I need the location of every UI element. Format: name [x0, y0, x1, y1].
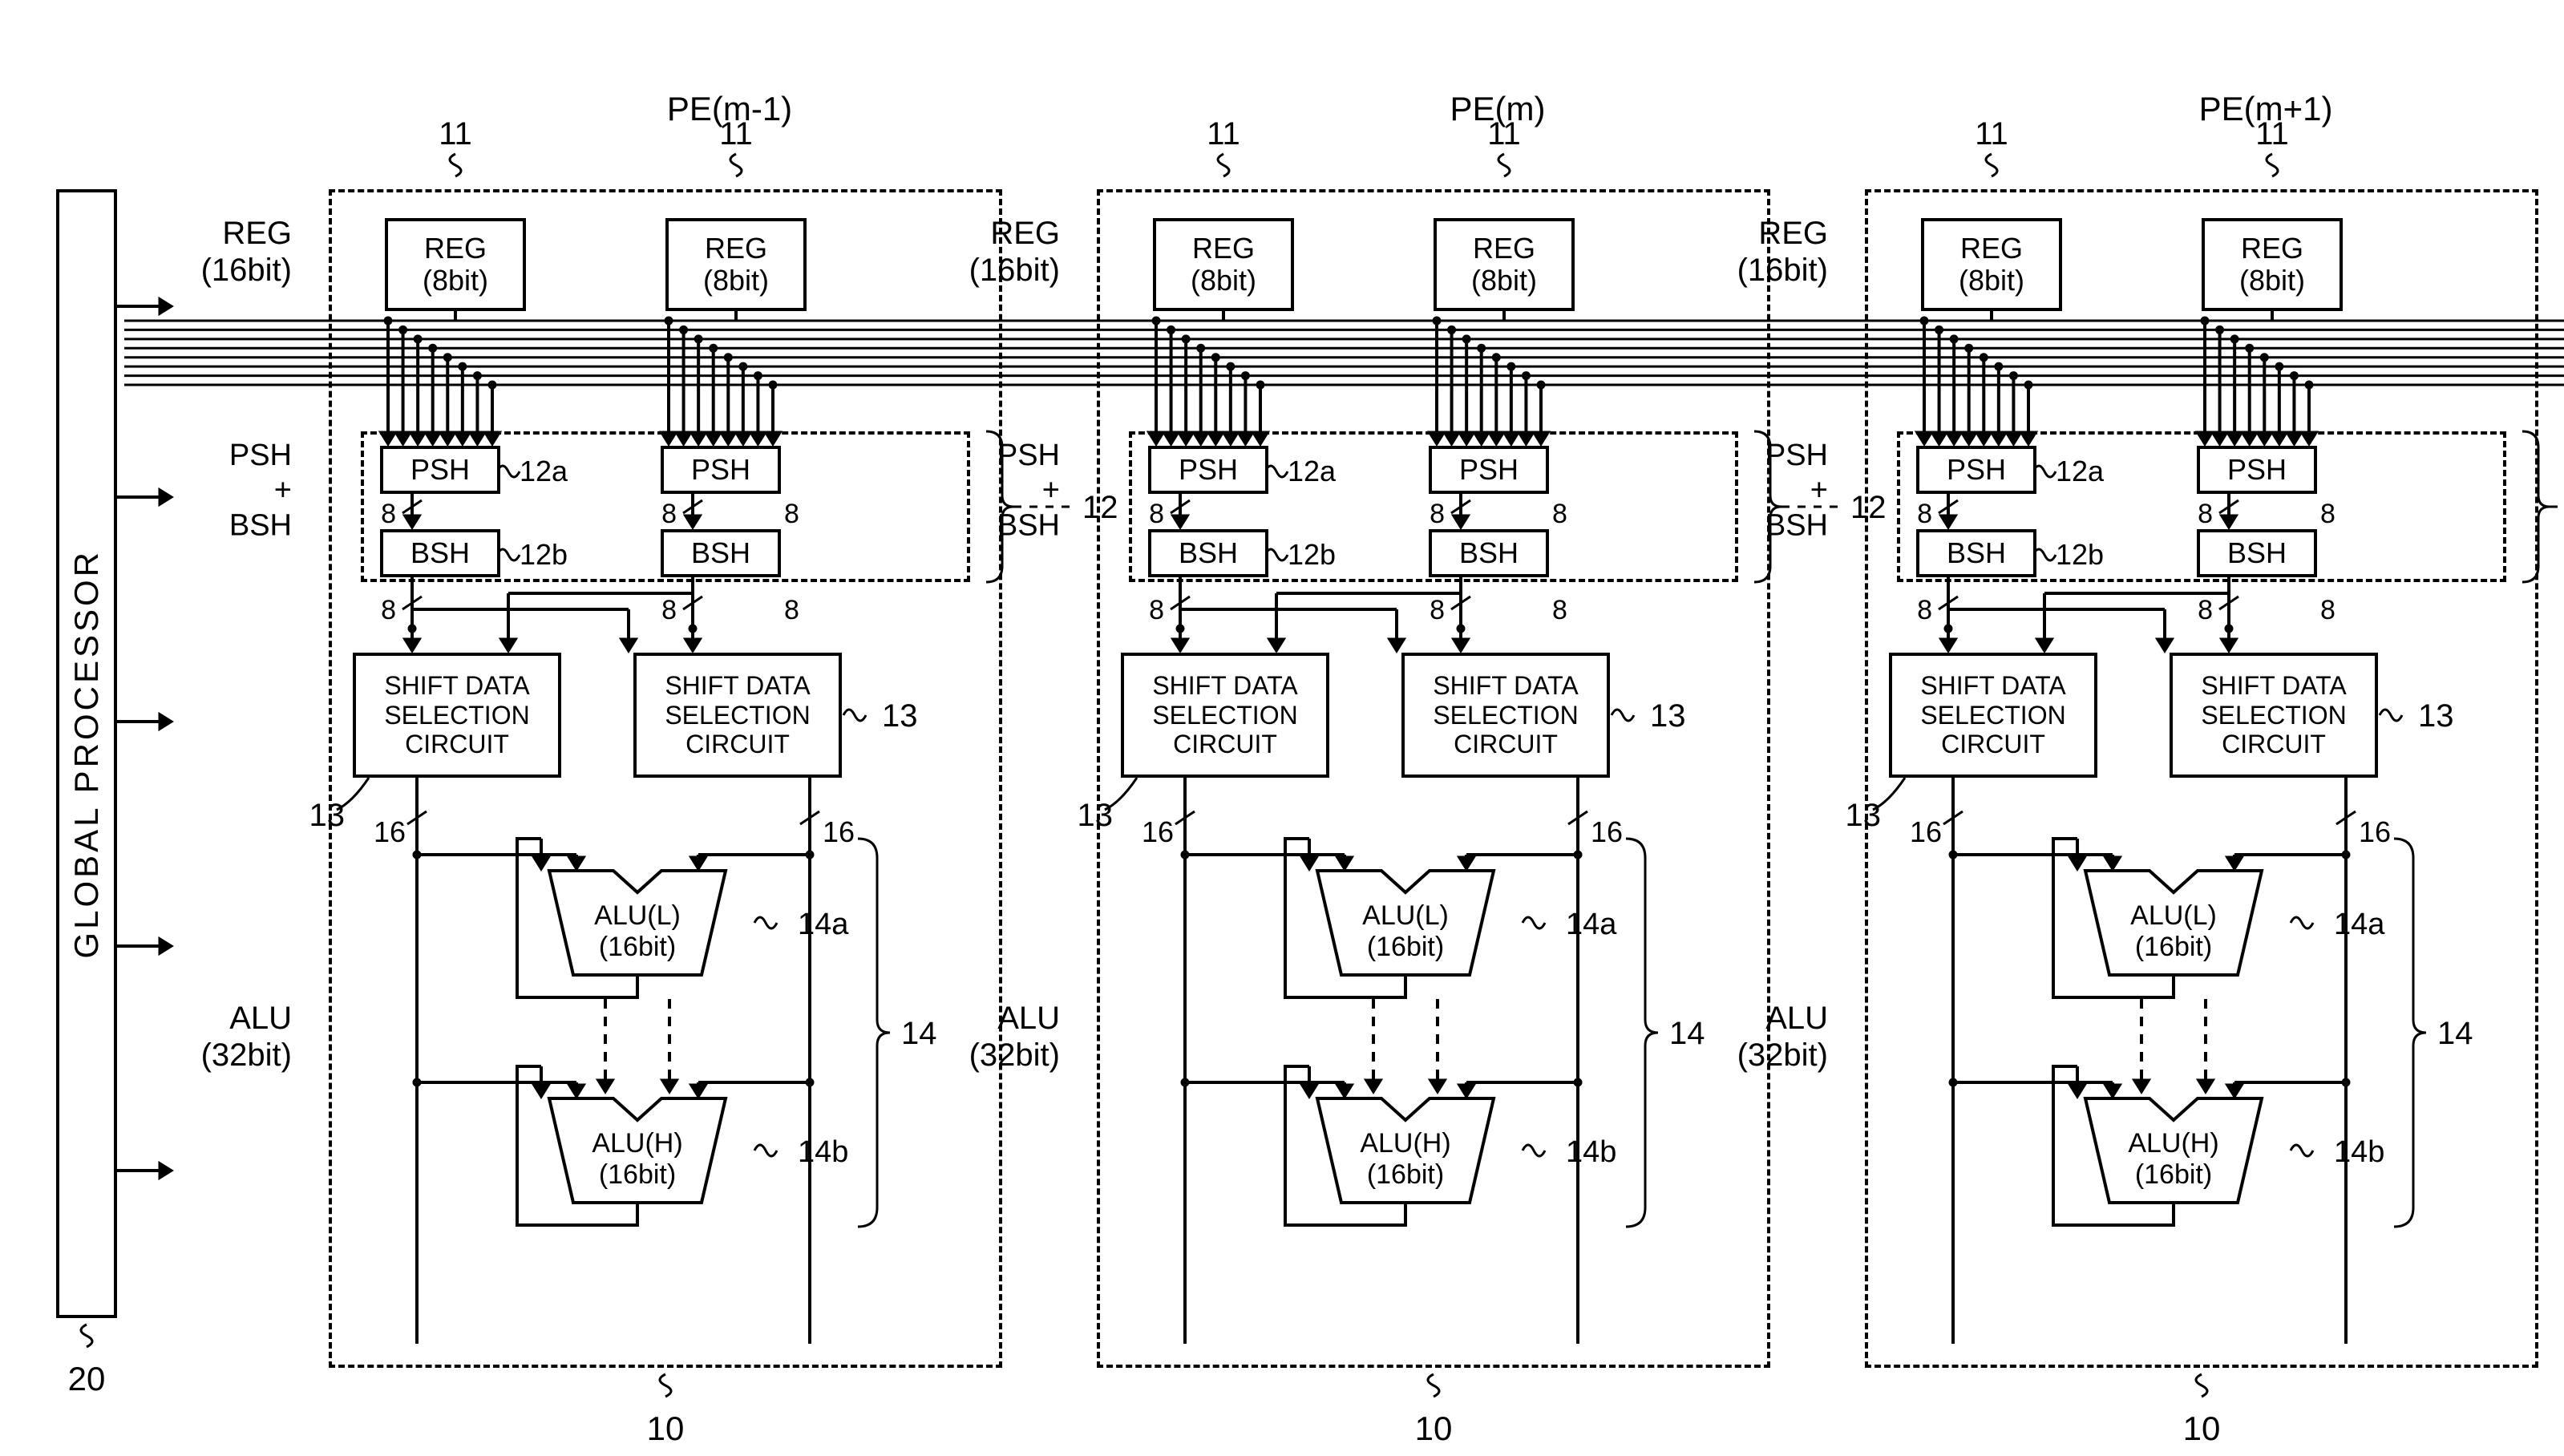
- diagram-element: [2104, 856, 2122, 871]
- psh-box: PSH: [2197, 446, 2317, 494]
- diagram-element: [2220, 638, 2238, 653]
- diagram-element: [2226, 856, 2244, 871]
- diagram-element: 10: [2183, 1409, 2221, 1447]
- diagram-element: 16: [2359, 815, 2391, 848]
- shift-data-selection-circuit: SHIFT DATASELECTIONCIRCUIT: [2170, 653, 2378, 778]
- diagram-element: [2522, 431, 2550, 582]
- diagram-element: [1949, 851, 1957, 859]
- diagram-element: [1986, 154, 1997, 176]
- diagram-element: ALU: [1765, 1001, 1828, 1036]
- diagram-element: (32bit): [1737, 1037, 1828, 1073]
- diagram-element: 11: [2255, 116, 2289, 152]
- diagram-element: [2156, 638, 2174, 653]
- diagram-element: 14: [2437, 1016, 2473, 1051]
- diagram-element: [1948, 609, 2165, 629]
- bsh-box: BSH: [2197, 529, 2317, 577]
- shift-data-selection-circuit: SHIFT DATASELECTIONCIRCUIT: [1889, 653, 2097, 778]
- diagram-element: PSH: [1765, 439, 1828, 472]
- diagram-element: [2226, 1084, 2244, 1098]
- reg-8bit: REG(8bit): [2202, 218, 2343, 311]
- diagram-element: [2069, 1084, 2087, 1098]
- diagram-element: [1939, 638, 1958, 653]
- diagram-element: 14a: [2334, 908, 2385, 941]
- diagram-element: (16bit): [2135, 932, 2212, 962]
- diagram-element: [2069, 856, 2087, 871]
- diagram-element: [2225, 625, 2233, 633]
- diagram-element: 14b: [2334, 1135, 2384, 1169]
- diagram-element: [2380, 710, 2402, 721]
- diagram-element: 8: [2198, 595, 2213, 625]
- reg-8bit: REG(8bit): [1921, 218, 2062, 311]
- diagram-element: ALU(H): [2128, 1128, 2218, 1159]
- diagram-element: [2104, 1084, 2122, 1098]
- diagram-element: [2036, 638, 2054, 653]
- diagram-element: [2197, 1079, 2215, 1094]
- diagram-element: [1944, 625, 1952, 633]
- diagram-element: (16bit): [1737, 253, 1828, 288]
- diagram-element: [1949, 1078, 1957, 1086]
- diagram-element: [2342, 851, 2350, 859]
- diagram-element: REG: [1758, 216, 1828, 251]
- diagram-element: [2291, 1145, 2313, 1156]
- diagram-element: 8: [1917, 595, 1932, 625]
- diagram-element: (16bit): [2135, 1159, 2212, 1190]
- diagram-element: +: [1810, 474, 1828, 508]
- diagram-element: [2133, 1079, 2151, 1094]
- diagram-element: [2394, 839, 2426, 1227]
- diagram-element: BSH: [1765, 508, 1828, 542]
- diagram-element: 13: [1846, 798, 1882, 833]
- diagram-element: 13: [2418, 698, 2454, 734]
- diagram-element: 16: [1910, 815, 1942, 848]
- diagram-element: ALU(L): [2130, 900, 2217, 931]
- diagram-element: 11: [1975, 116, 2008, 152]
- bsh-box: BSH: [1916, 529, 2036, 577]
- diagram-element: [2267, 154, 2278, 176]
- diagram-element: [2196, 1374, 2207, 1397]
- diagram-element: [2291, 917, 2313, 928]
- diagram-element: [2342, 1078, 2350, 1086]
- diagram-element: 8: [2320, 595, 2336, 625]
- psh-box: PSH: [1916, 446, 2036, 494]
